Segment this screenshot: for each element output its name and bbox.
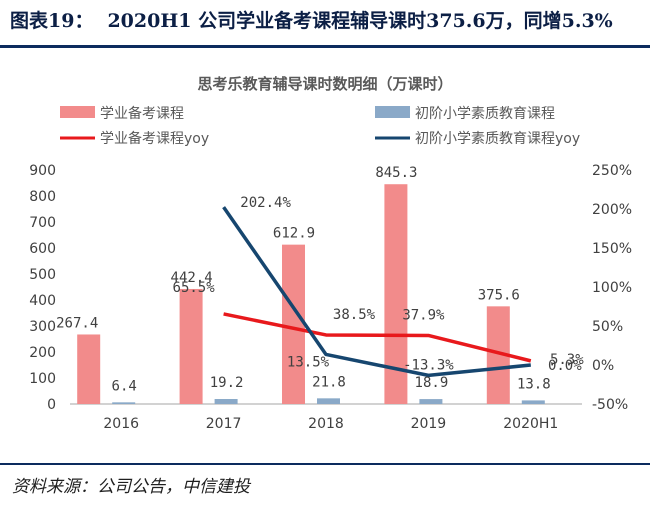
bar-primary	[317, 398, 340, 404]
line-label-primary-yoy: -13.3%	[403, 357, 454, 373]
bar-academic	[384, 184, 408, 404]
bar-label-academic: 267.4	[56, 315, 98, 331]
legend-label-2: 学业备考课程yoy	[100, 130, 209, 147]
footer-rule	[0, 463, 650, 465]
line-label-primary-yoy: 13.5%	[287, 354, 330, 370]
figure-title: 图表19： 2020H1 公司学业备考课程辅导课时375.6万，同增5.3%	[10, 6, 613, 33]
figure-header: 图表19： 2020H1 公司学业备考课程辅导课时375.6万，同增5.3%	[0, 0, 650, 48]
bar-academic	[486, 306, 510, 404]
bar-label-primary: 13.8	[517, 376, 551, 392]
y-right-tick: 150%	[592, 241, 632, 257]
header-rule	[0, 45, 650, 48]
bar-primary	[214, 399, 238, 404]
line-label-academic-yoy: 37.9%	[402, 307, 445, 323]
legend-swatch-0	[60, 106, 95, 118]
y-left-tick: 600	[29, 241, 56, 257]
x-tick-label: 2018	[308, 416, 344, 432]
bar-academic	[179, 288, 203, 404]
y-left-tick: 700	[29, 215, 56, 231]
y-left-tick: 900	[29, 163, 56, 179]
y-left-tick: 300	[29, 319, 56, 335]
x-tick-label: 2016	[103, 416, 139, 432]
bar-label-academic: 845.3	[375, 165, 417, 181]
bar-academic	[282, 244, 305, 404]
legend-label-1: 初阶小学素质教育课程	[415, 105, 555, 122]
y-right-tick: 250%	[592, 163, 632, 179]
line-academic-yoy	[223, 312, 532, 363]
bar-label-academic: 375.6	[478, 287, 520, 303]
line-label-academic-yoy: 65.5%	[173, 280, 216, 296]
y-left-tick: 500	[29, 267, 56, 283]
line-primary-yoy	[222, 206, 531, 378]
y-left-tick: 0	[47, 397, 56, 413]
line-label-academic-yoy: 38.5%	[333, 307, 376, 323]
legend-label-3: 初阶小学素质教育课程yoy	[415, 130, 580, 147]
bar-label-academic: 442.4	[171, 270, 213, 286]
bar-label-academic: 612.9	[273, 226, 315, 242]
line-label-primary-yoy: 202.4%	[240, 195, 291, 211]
line-label-academic-yoy: 5.3%	[550, 352, 584, 368]
bar-label-primary: 21.8	[312, 374, 346, 390]
line-label-primary-yoy: 0.0%	[548, 358, 582, 374]
bar-label-primary: 19.2	[210, 375, 244, 391]
legend-swatch-1	[375, 106, 410, 118]
y-right-tick: 50%	[592, 319, 623, 335]
bar-label-primary: 6.4	[112, 378, 137, 394]
bar-primary	[419, 399, 443, 404]
y-left-tick: 800	[29, 189, 56, 205]
x-tick-label: 2017	[206, 416, 242, 432]
legend-label-0: 学业备考课程	[100, 105, 184, 122]
y-left-tick: 400	[29, 293, 56, 309]
y-right-tick: -50%	[592, 397, 628, 413]
chart-title: 思考乐教育辅导课时数明细（万课时）	[197, 75, 452, 93]
bar-primary	[521, 400, 545, 404]
figure-source: 资料来源：公司公告，中信建投	[12, 477, 250, 497]
figure-caption: 2020H1 公司学业备考课程辅导课时375.6万，同增5.3%	[107, 10, 613, 32]
y-left-tick: 200	[29, 345, 56, 361]
bar-primary	[112, 402, 136, 404]
bar-label-primary: 18.9	[415, 375, 449, 391]
x-tick-label: 2019	[411, 416, 447, 432]
y-left-tick: 100	[29, 371, 56, 387]
y-right-tick: 200%	[592, 202, 632, 218]
y-right-tick: 0%	[592, 358, 614, 374]
chart: 思考乐教育辅导课时数明细（万课时） 学业备考课程 初阶小学素质教育课程学业备考课程y…	[29, 75, 632, 432]
x-tick-label: 2020H1	[503, 416, 558, 432]
bar-academic	[77, 334, 101, 404]
figure-number: 图表19：	[10, 10, 94, 32]
y-right-tick: 100%	[592, 280, 632, 296]
